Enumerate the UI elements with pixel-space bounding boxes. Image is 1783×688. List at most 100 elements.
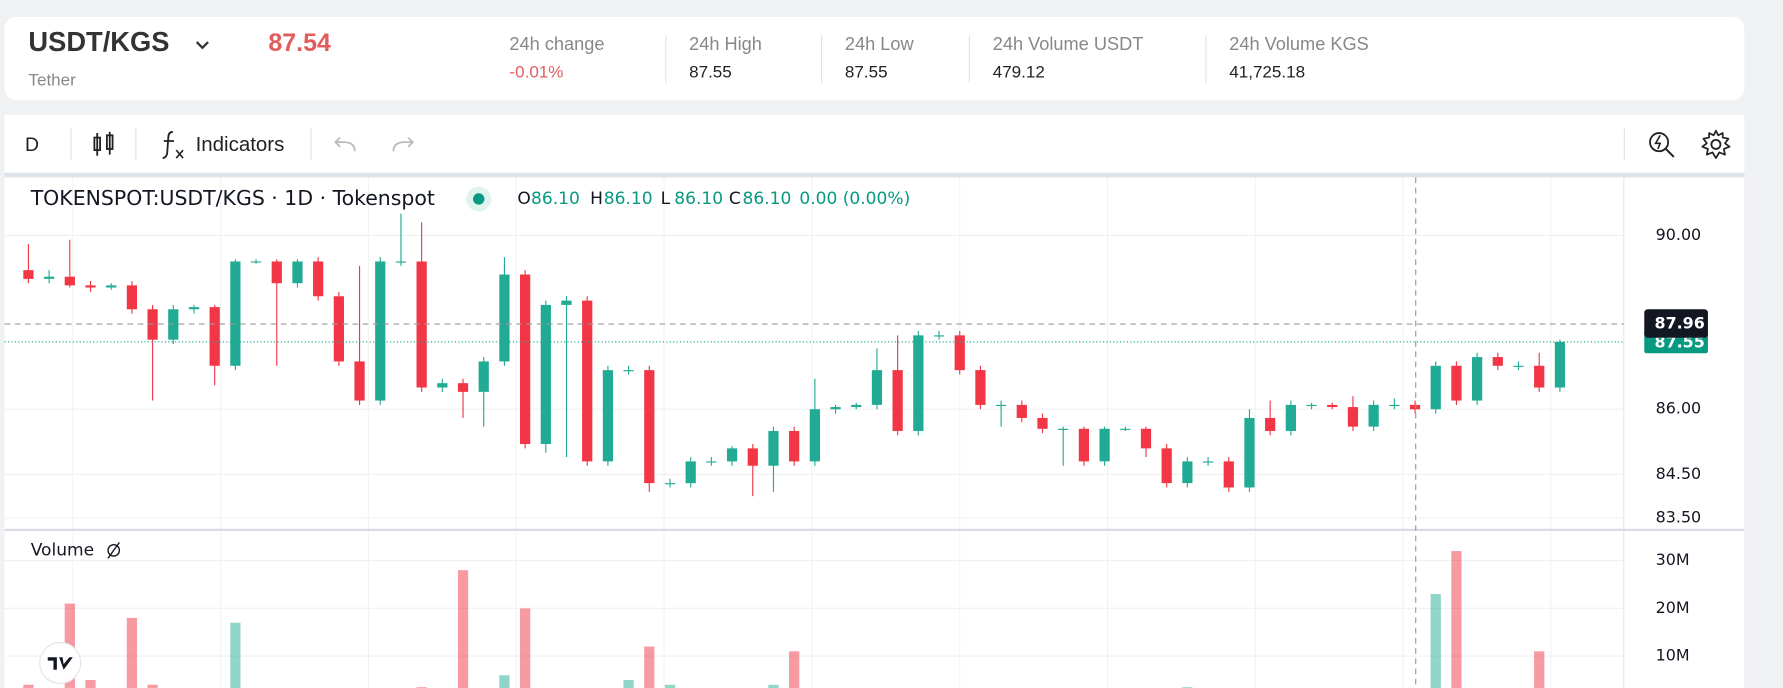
candle-body — [975, 370, 986, 405]
candle-body — [437, 383, 448, 388]
legend-key: L — [661, 189, 671, 209]
candle-body — [1306, 404, 1317, 407]
candle-body — [375, 261, 386, 401]
candle-body — [602, 370, 614, 462]
candle-body — [706, 461, 717, 463]
candle-body — [313, 261, 324, 297]
volume-title: Volume — [31, 540, 94, 560]
quick-search-button[interactable] — [1645, 128, 1677, 160]
candle-body — [1161, 448, 1172, 484]
candle-body — [851, 404, 862, 408]
candle-body — [520, 274, 531, 445]
candle-body — [230, 261, 241, 366]
candle-body — [1327, 404, 1338, 408]
divider — [135, 128, 137, 161]
divider — [665, 35, 667, 84]
candle-body — [1368, 404, 1379, 427]
candle-body — [954, 335, 965, 371]
candle-body — [1120, 428, 1131, 430]
status-dot — [473, 193, 485, 205]
candle-body — [1202, 461, 1214, 463]
legend-value: 86.10 — [604, 189, 653, 209]
volume-settings-icon — [107, 542, 120, 559]
undo-button[interactable] — [332, 133, 359, 156]
candle-body — [871, 370, 883, 405]
candle-body — [1016, 404, 1027, 418]
indicators-icon[interactable] — [159, 128, 189, 160]
legend-value: 86.10 — [743, 189, 792, 209]
candle-body — [354, 361, 365, 401]
volume-bar — [85, 679, 96, 688]
volume-bar — [623, 679, 634, 688]
volume-settings-icon — [107, 543, 121, 557]
pair[interactable]: USDT/KGS — [28, 27, 170, 58]
candle-body — [1037, 417, 1048, 429]
dropdown-icon[interactable] — [193, 36, 211, 54]
volume-bar — [499, 675, 510, 688]
chart-border — [4, 172, 1745, 178]
candle-body — [933, 335, 945, 337]
candle-body — [892, 370, 903, 431]
candle-body — [271, 261, 282, 284]
legend-change: 0.00 (0.00%) — [799, 189, 910, 209]
volume-tick-label: 30M — [1656, 550, 1690, 569]
y-tick-label: 86.00 — [1656, 399, 1702, 418]
stat-label: 24h Volume USDT — [992, 35, 1144, 55]
legend-key: O — [517, 189, 530, 209]
candle-body — [747, 448, 758, 466]
candle-body — [478, 361, 489, 392]
interval-button[interactable]: D — [25, 134, 39, 156]
settings-button[interactable] — [1700, 128, 1732, 160]
candle-body — [499, 274, 510, 362]
candle-body — [1223, 461, 1234, 488]
indicators-button[interactable]: Indicators — [195, 133, 285, 156]
volume-bar — [126, 617, 138, 688]
candle-body — [1099, 428, 1110, 462]
candle-body — [64, 276, 75, 286]
candle-body — [726, 448, 738, 462]
legend-key: H — [590, 189, 603, 209]
y-tick-label: 84.50 — [1656, 464, 1702, 483]
crosshair-price-tag — [1644, 309, 1708, 338]
candle-body — [126, 285, 138, 310]
labels: 90.0086.0084.5083.5030M20M10M87.5587.96T… — [30, 186, 1708, 665]
candle-body — [1534, 365, 1545, 388]
chart-title: TOKENSPOT:USDT/KGS · 1D · Tokenspot — [30, 186, 435, 210]
candle-body — [1492, 357, 1503, 366]
candle-body — [1078, 428, 1090, 462]
candle-body — [1347, 407, 1359, 427]
candle-body — [644, 370, 655, 484]
candle-body — [457, 383, 469, 392]
volume-bar — [23, 684, 34, 688]
candle-body — [664, 483, 676, 485]
candle-body — [1140, 428, 1152, 449]
asset-name: Tether — [28, 70, 76, 90]
volume-bar — [520, 608, 531, 688]
candle-body — [1265, 417, 1276, 431]
chart-type-icon[interactable] — [91, 131, 116, 158]
divider — [310, 128, 312, 161]
candle-body — [106, 285, 117, 288]
candle-body — [395, 261, 407, 263]
chart-background — [4, 177, 1745, 688]
volume-bar — [147, 684, 158, 688]
volume-bar — [664, 684, 676, 688]
volume-bar — [644, 646, 655, 688]
candle-body — [1182, 461, 1193, 484]
stat-label: 24h change — [509, 35, 605, 55]
volume-bar — [457, 570, 469, 688]
candle-body — [416, 261, 427, 388]
chart: 90.0086.0084.5083.5030M20M10M87.5587.96T… — [4, 177, 1745, 688]
candle-body — [830, 407, 841, 410]
candle-body — [789, 430, 800, 462]
candle-body — [250, 261, 262, 263]
candle-body — [1472, 357, 1483, 401]
candle-body — [1244, 417, 1255, 488]
legend-key: C — [729, 189, 741, 209]
divider — [70, 128, 72, 161]
redo-button[interactable] — [389, 133, 416, 156]
stat-value: -0.01% — [509, 62, 564, 82]
candle-body — [685, 461, 696, 484]
candle-body — [188, 307, 200, 310]
